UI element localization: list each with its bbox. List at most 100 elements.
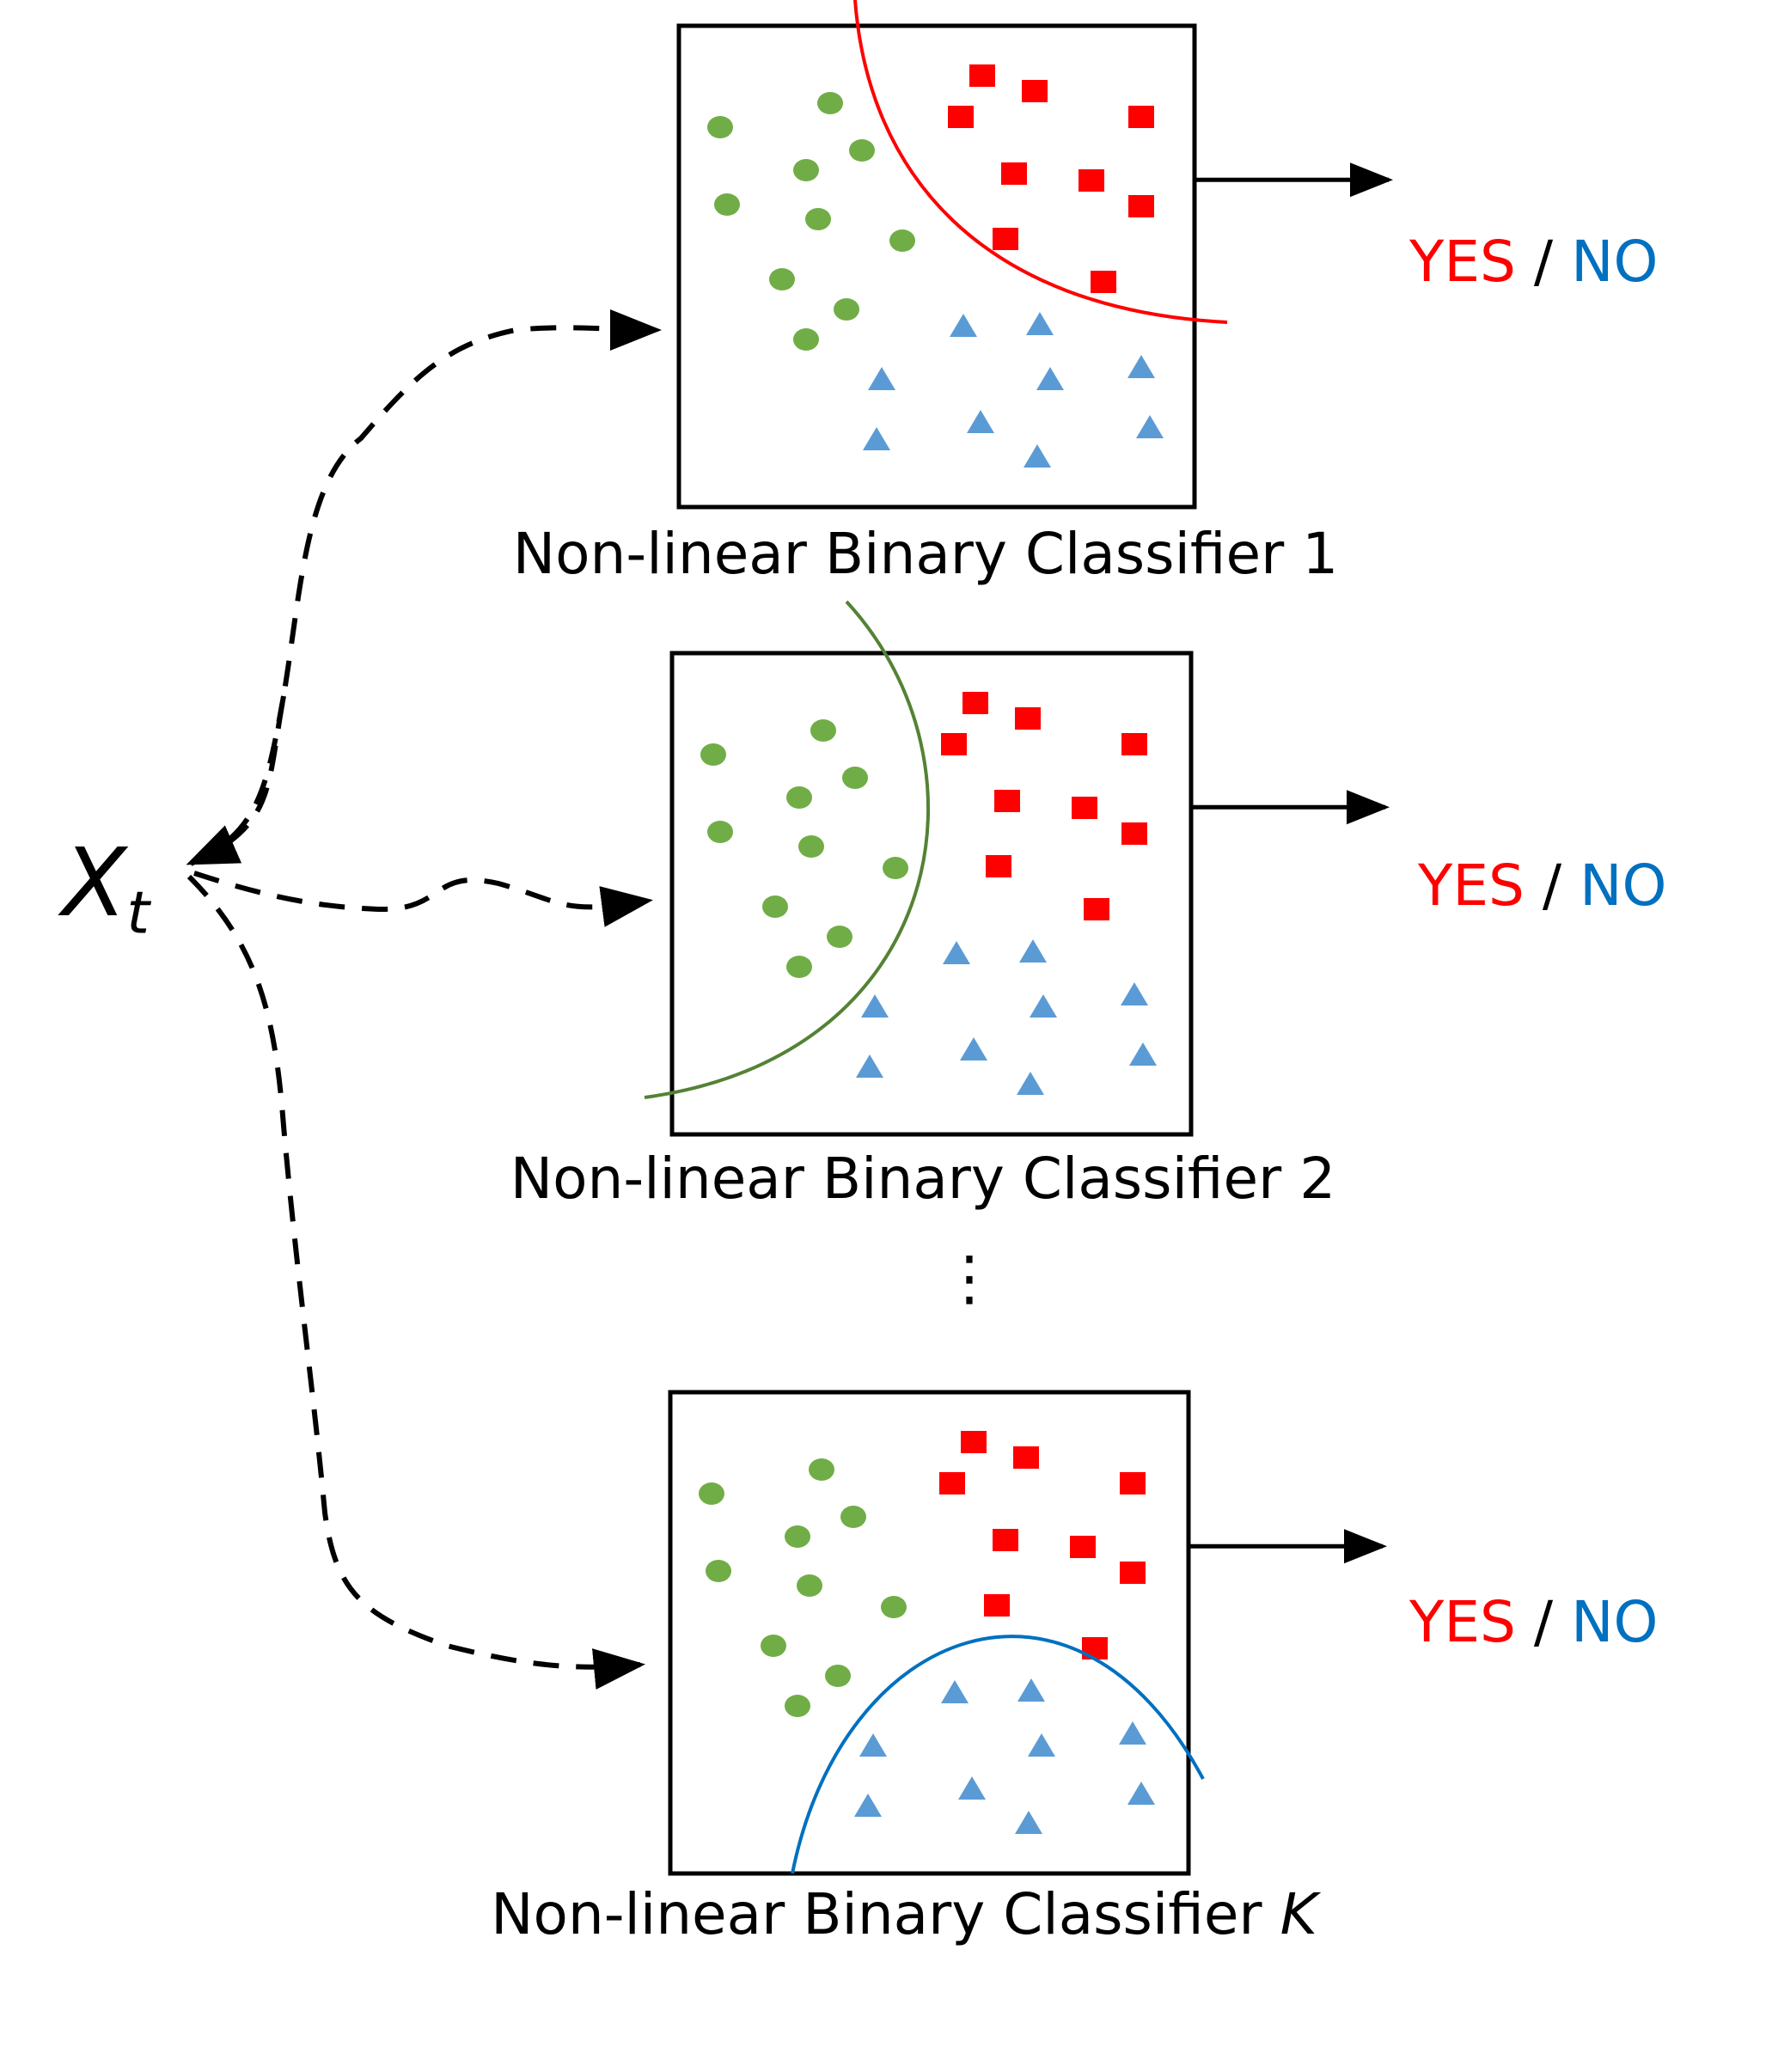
blue-triangle-point [1121, 982, 1148, 1005]
blue-triangle-point [854, 1794, 882, 1817]
green-circle-point [786, 786, 812, 809]
blue-triangle-point [1036, 367, 1064, 390]
green-circle-point [809, 1458, 834, 1481]
yes-label: YES [1409, 1589, 1516, 1655]
green-circle-point [889, 229, 915, 252]
blue-triangle-point [1127, 355, 1155, 378]
classifier-2-caption: Non-linear Binary Classifier 2 [510, 1146, 1336, 1212]
blue-triangle-point [943, 941, 970, 964]
red-square-point [1128, 195, 1154, 217]
blue-triangle-point [958, 1776, 986, 1800]
green-circle-point [700, 743, 726, 766]
input-symbol: Xt [62, 835, 150, 943]
no-label: NO [1571, 229, 1659, 295]
output-separator: / [1524, 853, 1580, 919]
green-circle-point [785, 1525, 810, 1548]
red-square-point [993, 1529, 1018, 1551]
classifier-2-output: YES / NO [1418, 858, 1666, 914]
blue-triangle-point [1026, 312, 1054, 335]
blue-triangle-point [1028, 1733, 1055, 1757]
red-square-point [1128, 106, 1154, 128]
no-label: NO [1580, 853, 1667, 919]
blue-triangle-point [1017, 1072, 1044, 1095]
classifier-2-decision-boundary [644, 600, 931, 1099]
red-square-point [984, 1594, 1010, 1617]
classifier-1-caption: Non-linear Binary Classifier 1 [512, 521, 1339, 587]
green-circle-point [883, 857, 908, 879]
blue-triangle-point [1017, 1678, 1045, 1702]
classifier-1-panel [676, 0, 1393, 510]
blue-triangle-point [1030, 994, 1057, 1018]
green-circle-point [769, 268, 795, 290]
green-circle-point [881, 1596, 907, 1618]
green-circle-point [810, 719, 836, 742]
red-square-point [993, 228, 1018, 250]
green-circle-point [707, 821, 733, 843]
green-circle-point [805, 208, 831, 230]
blue-triangle-point [868, 367, 895, 390]
green-circle-point [842, 767, 868, 789]
classifier-k-decision-boundary [791, 1635, 1205, 1874]
classifier-k-frame [668, 1390, 1191, 1876]
green-circle-point [849, 139, 875, 162]
classifier-1-output: YES / NO [1409, 234, 1658, 290]
green-circle-point [825, 1665, 851, 1687]
green-circle-point [817, 92, 843, 114]
blue-triangle-point [1024, 444, 1051, 468]
no-label: NO [1571, 1589, 1659, 1655]
blue-triangle-point [1127, 1782, 1155, 1805]
green-circle-point [707, 116, 733, 138]
green-circle-point [762, 895, 788, 918]
red-square-point [969, 64, 995, 87]
red-square-point [1079, 169, 1104, 192]
blue-triangle-point [861, 994, 889, 1018]
blue-triangle-point [859, 1733, 887, 1757]
blue-triangle-point [1019, 939, 1047, 963]
blue-triangle-point [1015, 1811, 1042, 1834]
green-circle-point [793, 328, 819, 351]
output-separator: / [1515, 1589, 1572, 1655]
blue-triangle-point [1136, 415, 1164, 438]
red-square-point [1091, 271, 1116, 293]
blue-triangle-point [941, 1680, 969, 1703]
red-square-point [1084, 898, 1109, 920]
red-square-point [1022, 80, 1048, 102]
green-circle-point [834, 298, 859, 321]
green-circle-point [785, 1695, 810, 1717]
green-circle-point [827, 926, 852, 948]
classifier-k-output: YES / NO [1409, 1594, 1658, 1651]
ellipsis: ⋮ [939, 1243, 999, 1313]
dashed-arrow-to-input-return [186, 695, 286, 865]
red-square-point [1120, 1562, 1146, 1584]
red-square-point [1082, 1637, 1108, 1659]
green-circle-point [714, 193, 740, 216]
green-circle-point [798, 835, 824, 858]
input-symbol-subscript: t [126, 879, 150, 948]
blue-triangle-point [950, 314, 977, 337]
red-square-point [994, 790, 1020, 812]
red-square-point [1015, 707, 1041, 730]
red-square-point [941, 733, 967, 755]
dashed-arrow-to-classifier-1 [189, 309, 662, 866]
green-circle-point [761, 1635, 786, 1657]
green-circle-point [786, 956, 812, 978]
red-square-point [948, 106, 974, 128]
classifier-k-panel [668, 1390, 1387, 1876]
yes-label: YES [1409, 229, 1516, 295]
red-square-point [1070, 1536, 1096, 1558]
classifier-1-frame [676, 23, 1197, 510]
green-circle-point [840, 1506, 866, 1528]
classifier-k-caption: Non-linear Binary Classifier K [491, 1881, 1317, 1947]
green-circle-point [793, 159, 819, 181]
red-square-point [939, 1472, 965, 1494]
output-separator: / [1515, 229, 1572, 295]
red-square-point [1013, 1446, 1039, 1469]
dashed-arrow-to-classifier-k [186, 874, 645, 1690]
input-symbol-main: X [62, 828, 127, 938]
red-square-point [962, 692, 988, 714]
green-circle-point [706, 1560, 731, 1582]
red-square-point [1001, 162, 1027, 185]
red-square-point [1072, 797, 1097, 819]
